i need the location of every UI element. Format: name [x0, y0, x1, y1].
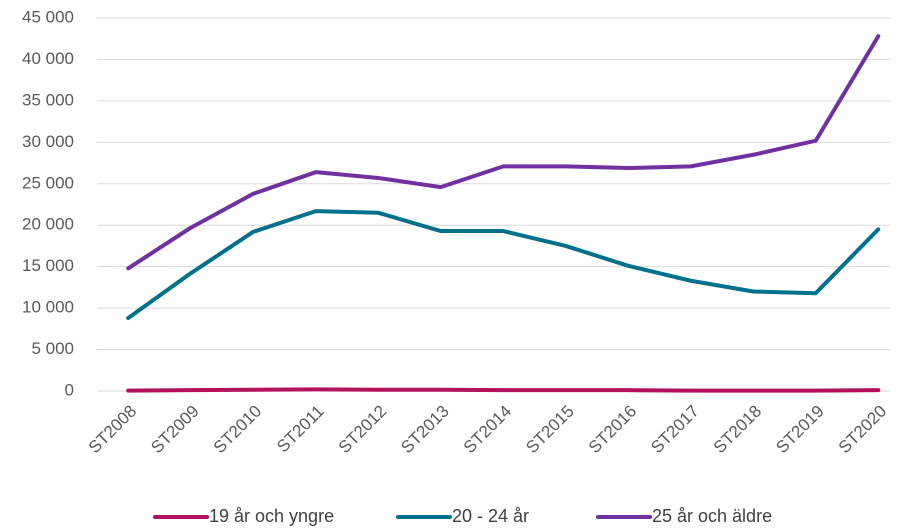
y-tick-label: 20 000 — [22, 215, 74, 234]
y-tick-label: 35 000 — [22, 90, 74, 109]
x-tick-label: ST2018 — [710, 402, 766, 458]
x-tick-label: ST2012 — [335, 402, 391, 458]
y-tick-label: 15 000 — [22, 256, 74, 275]
x-tick-label: ST2017 — [647, 402, 703, 458]
y-tick-label: 40 000 — [22, 49, 74, 68]
x-tick-label: ST2013 — [397, 402, 453, 458]
legend-label: 20 - 24 år — [452, 506, 529, 526]
legend: 19 år och yngre 20 - 24 år 25 år och äldre — [153, 506, 772, 526]
y-tick-label: 0 — [65, 380, 74, 399]
line-series — [126, 387, 881, 393]
legend-label: 19 år och yngre — [209, 506, 334, 526]
x-tick-label: ST2020 — [835, 402, 891, 458]
x-tick-label: ST2010 — [210, 402, 266, 458]
x-tick-label: ST2008 — [85, 402, 141, 458]
line-series — [126, 34, 881, 271]
y-tick-label: 5 000 — [31, 339, 74, 358]
x-tick-label: ST2014 — [460, 402, 516, 458]
legend-label: 25 år och äldre — [652, 506, 772, 526]
x-tick-label: ST2009 — [147, 402, 203, 458]
line-series — [126, 209, 881, 321]
x-tick-label: ST2016 — [585, 402, 641, 458]
y-tick-label: 30 000 — [22, 132, 74, 151]
x-tick-label: ST2015 — [522, 402, 578, 458]
y-tick-label: 10 000 — [22, 298, 74, 317]
x-tick-label: ST2011 — [273, 402, 328, 457]
x-tick-label: ST2019 — [772, 402, 828, 458]
y-tick-label: 25 000 — [22, 173, 74, 192]
y-tick-label: 45 000 — [22, 7, 74, 26]
